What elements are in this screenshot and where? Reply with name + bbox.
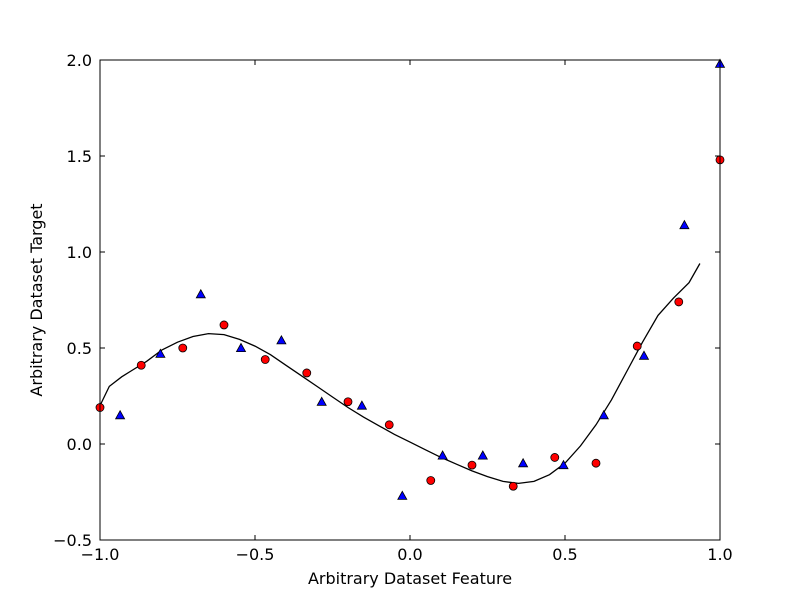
triangle-point bbox=[155, 348, 166, 358]
triangle-point bbox=[477, 450, 488, 460]
y-tick-label: 0.0 bbox=[67, 435, 92, 454]
plot-background bbox=[100, 60, 720, 540]
circle-point bbox=[219, 320, 229, 330]
triangle-point bbox=[195, 288, 206, 299]
x-tick-label: 1.0 bbox=[707, 545, 732, 564]
points-layer bbox=[95, 58, 726, 500]
x-tick-label: 0.0 bbox=[397, 545, 422, 564]
triangle-point bbox=[679, 219, 690, 230]
triangle-point bbox=[356, 400, 368, 410]
y-tick-label: 2.0 bbox=[67, 51, 92, 70]
circle-point bbox=[632, 341, 642, 351]
triangle-point bbox=[276, 334, 287, 345]
circle-point bbox=[343, 397, 353, 407]
x-tick-label: −1.0 bbox=[81, 545, 120, 564]
ticks-layer: −1.0 −0.5 0.0 0.5 1.0−0.50.00.51.01.52.0 bbox=[53, 51, 733, 564]
x-tick-label: −0.5 bbox=[236, 545, 275, 564]
circle-point bbox=[550, 453, 560, 462]
y-tick-label: 1.0 bbox=[67, 243, 92, 262]
y-axis-label: Arbitrary Dataset Target bbox=[27, 203, 46, 396]
circle-point bbox=[260, 355, 270, 364]
triangle-point bbox=[114, 409, 126, 420]
triangle-point bbox=[235, 342, 247, 353]
y-tick-label: 0.5 bbox=[67, 339, 92, 358]
circle-point bbox=[674, 297, 684, 307]
circle-point bbox=[302, 368, 312, 378]
triangle-point bbox=[316, 396, 327, 406]
circle-point bbox=[426, 476, 436, 485]
triangle-point bbox=[638, 350, 650, 360]
triangle-point bbox=[558, 459, 569, 470]
circle-point bbox=[178, 343, 188, 353]
triangle-point bbox=[437, 450, 448, 460]
circle-point bbox=[136, 360, 146, 370]
circle-point bbox=[508, 481, 518, 491]
x-axis-label: Arbitrary Dataset Feature bbox=[308, 569, 512, 588]
triangle-point bbox=[397, 490, 408, 500]
triangle-point bbox=[598, 409, 609, 420]
x-tick-label: 0.5 bbox=[552, 545, 577, 564]
y-tick-label: 1.5 bbox=[67, 147, 92, 166]
triangle-point bbox=[517, 457, 529, 468]
circle-point bbox=[384, 420, 394, 430]
circle-point bbox=[467, 460, 477, 470]
y-tick-label: −0.5 bbox=[53, 531, 92, 550]
circle-point bbox=[591, 458, 601, 468]
